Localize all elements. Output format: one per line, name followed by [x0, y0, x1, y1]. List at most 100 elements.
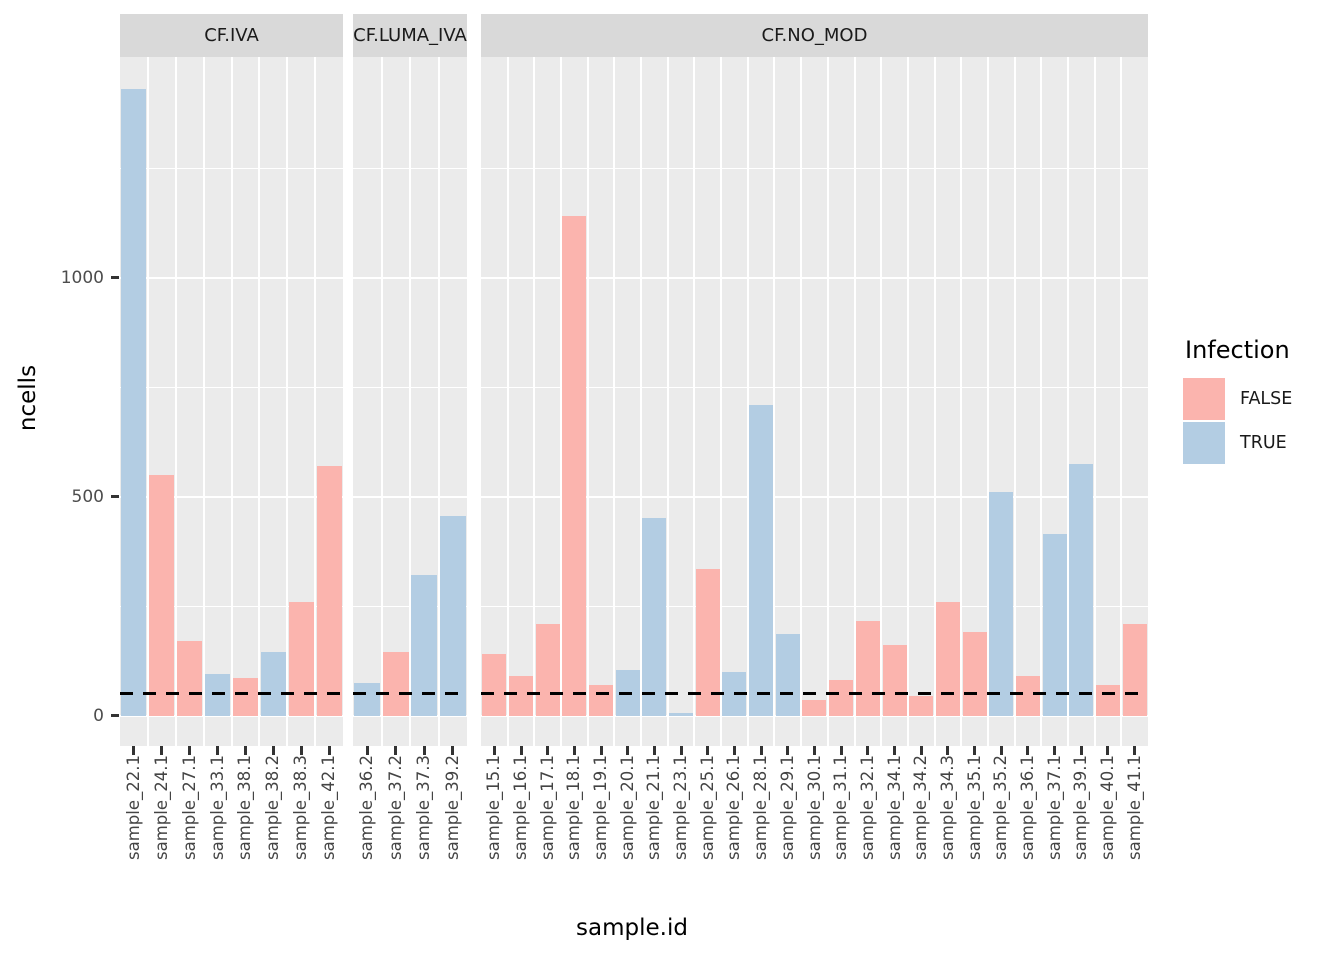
bar-sample_31.1 — [829, 680, 854, 716]
x-tick-label: sample_38.2 — [263, 755, 283, 860]
gridline-vertical — [666, 57, 669, 746]
bar-sample_38.1 — [232, 678, 258, 716]
gridline-major — [481, 495, 1148, 498]
x-tick-label: sample_42.1 — [319, 755, 339, 860]
x-tick-mark — [626, 746, 630, 755]
dashed-reference-line — [481, 692, 1148, 696]
x-tick-mark — [599, 746, 603, 755]
y-tick-label: 500 — [71, 486, 104, 507]
legend-item-true: TRUE — [1183, 422, 1292, 464]
x-tick-label: sample_19.1 — [591, 755, 611, 860]
legend-swatch-true — [1183, 422, 1225, 464]
x-tick-label: sample_25.1 — [697, 755, 717, 860]
x-tick-mark — [893, 746, 897, 755]
legend: Infection FALSE TRUE — [1183, 336, 1292, 466]
gridline-vertical — [258, 57, 261, 746]
bar-sample_35.1 — [962, 632, 987, 716]
bar-sample_35.2 — [989, 492, 1014, 716]
gridline-vertical — [1040, 57, 1043, 746]
x-tick-label: sample_28.1 — [751, 755, 771, 860]
x-tick-mark — [759, 746, 763, 755]
gridline-vertical — [560, 57, 563, 746]
x-tick-mark — [946, 746, 950, 755]
x-tick-label: sample_37.1 — [1044, 755, 1064, 860]
x-tick-label: sample_32.1 — [857, 755, 877, 860]
bar-sample_21.1 — [642, 518, 667, 716]
x-tick-label: sample_24.1 — [151, 755, 171, 860]
x-tick-mark — [271, 746, 275, 755]
gridline-major — [481, 276, 1148, 279]
gridline-vertical — [746, 57, 749, 746]
x-tick-label: sample_39.2 — [442, 755, 462, 860]
bar-sample_39.2 — [439, 516, 466, 716]
bar-sample_29.1 — [775, 634, 800, 716]
gridline-vertical — [409, 57, 411, 746]
x-tick-mark — [216, 746, 220, 755]
bar-sample_32.1 — [855, 621, 880, 716]
x-tick-label: sample_22.1 — [123, 755, 143, 860]
bar-sample_25.1 — [695, 568, 720, 716]
gridline-vertical — [1013, 57, 1016, 746]
x-tick-label: sample_23.1 — [671, 755, 691, 860]
bar-sample_41.1 — [1122, 623, 1147, 716]
x-tick-mark — [132, 746, 136, 755]
bar-sample_15.1 — [482, 654, 507, 716]
dashed-reference-line — [353, 692, 467, 696]
y-tick-label: 0 — [93, 705, 104, 726]
bar-sample_23.1 — [669, 713, 694, 716]
x-tick-mark — [394, 746, 398, 755]
x-tick-label: sample_35.1 — [964, 755, 984, 860]
bar-sample_18.1 — [562, 216, 587, 716]
x-tick-mark — [546, 746, 550, 755]
x-tick-label: sample_33.1 — [207, 755, 227, 860]
bar-sample_38.3 — [288, 601, 314, 716]
y-tick-label: 1000 — [60, 267, 104, 288]
gridline-vertical — [437, 57, 440, 746]
x-tick-label: sample_35.2 — [991, 755, 1011, 860]
x-tick-mark — [572, 746, 576, 755]
x-tick-label: sample_38.1 — [235, 755, 255, 860]
x-tick-mark — [866, 746, 870, 755]
bar-sample_40.1 — [1095, 684, 1120, 716]
gridline-vertical — [880, 57, 883, 746]
facet-strip: CF.IVA — [120, 14, 343, 57]
facet-panel — [120, 57, 343, 746]
legend-label-true: TRUE — [1240, 433, 1287, 453]
x-tick-label: sample_20.1 — [617, 755, 637, 860]
x-tick-mark — [327, 746, 331, 755]
legend-swatch-false — [1183, 378, 1225, 420]
gridline-vertical — [380, 57, 383, 746]
x-tick-mark — [1079, 746, 1083, 755]
bar-sample_36.1 — [1015, 676, 1040, 716]
gridline-vertical — [640, 57, 643, 746]
bar-sample_28.1 — [749, 404, 774, 716]
gridline-vertical — [773, 57, 776, 746]
x-axis-title: sample.id — [576, 915, 688, 941]
x-tick-label: sample_29.1 — [777, 755, 797, 860]
bar-sample_39.1 — [1069, 463, 1094, 716]
x-tick-mark — [919, 746, 923, 755]
bar-sample_19.1 — [589, 684, 614, 716]
gridline-vertical — [826, 57, 829, 746]
x-tick-mark — [188, 746, 192, 755]
bar-sample_34.3 — [935, 601, 960, 716]
x-tick-mark — [365, 746, 369, 755]
x-tick-label: sample_37.3 — [414, 755, 434, 860]
facet-strip-label: CF.LUMA_IVA — [353, 25, 467, 46]
gridline-minor — [481, 605, 1148, 607]
bar-sample_37.2 — [382, 652, 409, 716]
bar-sample_22.1 — [121, 89, 147, 716]
facet-strip-label: CF.NO_MOD — [761, 25, 868, 46]
gridline-vertical — [533, 57, 536, 746]
gridline-vertical — [1120, 57, 1123, 746]
bar-sample_24.1 — [149, 474, 175, 716]
gridline-vertical — [586, 57, 589, 746]
gridline-vertical — [853, 57, 856, 746]
x-tick-mark — [999, 746, 1003, 755]
x-tick-label: sample_27.1 — [179, 755, 199, 860]
x-tick-mark — [679, 746, 683, 755]
facet-strip: CF.LUMA_IVA — [353, 14, 467, 57]
x-tick-mark — [243, 746, 247, 755]
bar-sample_42.1 — [316, 465, 342, 716]
gridline-vertical — [933, 57, 936, 746]
